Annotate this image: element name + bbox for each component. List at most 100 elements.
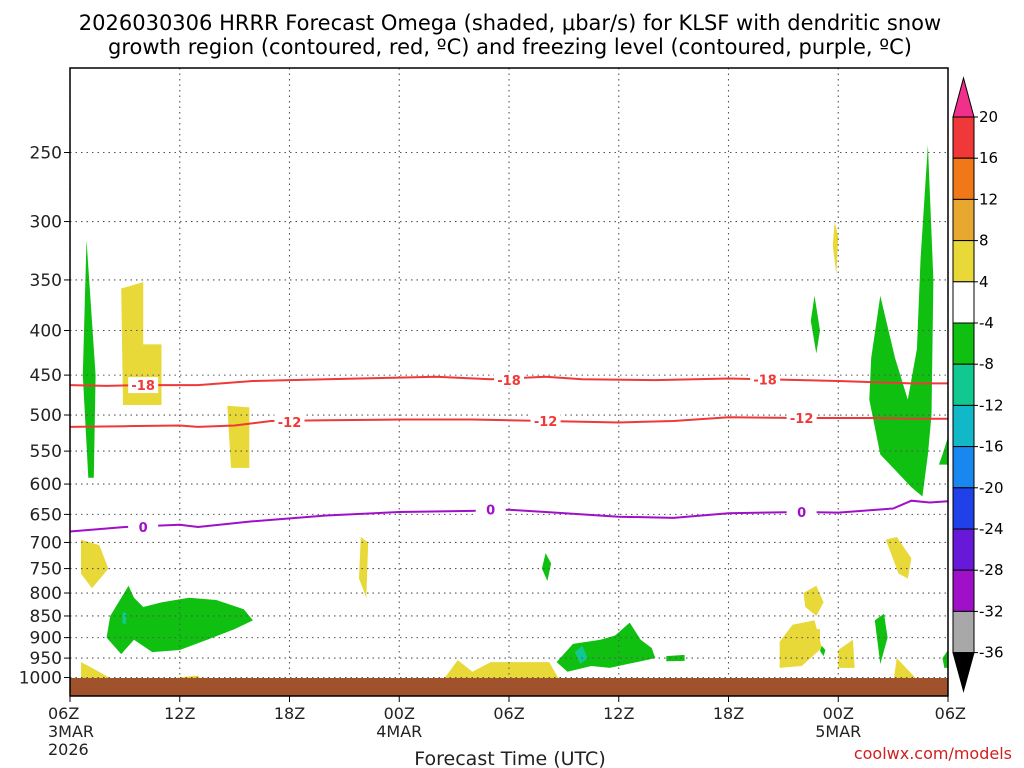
y-tick-label-650: 650: [30, 505, 62, 525]
omega-region-neg4-5: [541, 553, 552, 581]
omega-region-pos4-3: [81, 539, 109, 589]
temperature-contours: -18 -18 -18 -12 -12 -12 0 0 0: [69, 371, 949, 536]
colorbar-label-6: -8: [979, 355, 994, 373]
colorbar-segment-6: [952, 322, 975, 365]
x-tick-date-h18: 4MAR: [376, 722, 422, 741]
contour-label-bg--18C-0: [128, 377, 159, 394]
x-tick-label-h24: 06Z: [493, 704, 524, 723]
omega-shading: [81, 144, 948, 696]
x-tick-label-h18: 00Z: [384, 704, 415, 723]
colorbar-segment-3: [952, 198, 975, 242]
y-tick-label-450: 450: [30, 366, 62, 386]
omega-region-pos4-14: [832, 221, 839, 275]
contour-label--12C-1: -12: [534, 415, 558, 430]
y-tick-label-800: 800: [30, 584, 62, 604]
omega-region-neg4-25: [938, 437, 948, 465]
contour-label-0C-0: 0: [139, 521, 148, 536]
colorbar-label-12: -32: [979, 602, 1004, 620]
colorbar-top-arrow: [952, 76, 975, 118]
chart-title-line-2: growth region (contoured, red, ºC) and f…: [108, 35, 912, 59]
omega-region-pos4-1: [121, 282, 162, 405]
contour-label-bg-0C-1: [475, 501, 506, 518]
y-tick-label-250: 250: [30, 144, 62, 164]
site-credit: coolwx.com/models: [854, 744, 1012, 763]
y-tick-label-600: 600: [30, 475, 62, 495]
x-tick-label-h48: 06Z: [935, 704, 966, 723]
colorbar-label-1: 16: [979, 149, 998, 167]
colorbar-label-7: -12: [979, 396, 1004, 414]
omega-region-neg4-15: [810, 295, 820, 354]
colorbar-label-3: 8: [979, 232, 989, 250]
x-tick-label-h30: 12Z: [603, 704, 634, 723]
contour-label--18C-0: -18: [131, 379, 155, 394]
colorbar-segment-2: [952, 157, 975, 200]
omega-region-neg4-16: [869, 144, 934, 497]
x-tick-label-h36: 18Z: [713, 704, 744, 723]
colorbar-legend: 20 16 12 8 4 -4 -8 -12 -16 -20 -24 -28 -32 -36: [952, 76, 1004, 693]
omega-region-pos4-4: [359, 537, 369, 598]
y-tick-label-500: 500: [30, 406, 62, 426]
ground-surface: [70, 678, 948, 696]
contour-label-0C-1: 0: [486, 504, 495, 519]
colorbar-segment-11: [952, 528, 975, 571]
x-tick-label-h6: 12Z: [164, 704, 195, 723]
omega-region-pos4-20: [779, 620, 822, 668]
y-tick-label-850: 850: [30, 607, 62, 627]
contour-label--18C-1: -18: [497, 374, 521, 389]
colorbar-label-11: -28: [979, 561, 1004, 579]
colorbar-segment-7: [952, 363, 975, 406]
x-tick-year-h0: 2026: [48, 740, 89, 759]
omega-region-pos4-17: [885, 537, 912, 579]
y-tick-label-550: 550: [30, 442, 62, 462]
colorbar-segment-9: [952, 446, 975, 489]
omega-region-pos4-22: [838, 639, 855, 668]
colorbar-label-8: -16: [979, 438, 1004, 456]
colorbar-segment-8: [952, 404, 975, 448]
x-tick-label-h12: 18Z: [274, 704, 305, 723]
omega-region-neg8-12: [574, 645, 588, 664]
contour-label-bg--18C-2: [750, 371, 781, 388]
contour-label-0C-2: 0: [797, 506, 806, 521]
colorbar-label-5: -4: [979, 314, 994, 332]
colorbar-label-10: -24: [979, 520, 1004, 538]
colorbar-segment-1: [952, 116, 975, 159]
contour-line--12C: [69, 416, 948, 428]
omega-region-neg4-23: [874, 613, 888, 664]
colorbar-label-13: -36: [979, 644, 1004, 662]
plot-area: -18 -18 -18 -12 -12 -12 0 0 0: [69, 67, 949, 697]
chart-title-line-1: 2026030306 HRRR Forecast Omega (shaded, …: [79, 11, 941, 35]
y-axis-pressure: 2503003504004505005506006507007508008509…: [19, 144, 70, 689]
colorbar-segment-4: [952, 240, 975, 283]
y-tick-label-900: 900: [30, 629, 62, 649]
omega-region-neg8-7: [122, 611, 127, 625]
contour-label-bg--12C-0: [274, 413, 305, 430]
colorbar-bottom-arrow: [952, 652, 975, 693]
contour-label-bg-0C-2: [786, 504, 817, 521]
contour-label--18C-2: -18: [753, 373, 777, 388]
y-tick-label-350: 350: [30, 271, 62, 291]
contour-label-bg--12C-2: [786, 410, 817, 427]
x-tick-label-h0: 06Z: [48, 704, 79, 723]
contour-label-bg--18C-1: [494, 372, 524, 389]
x-tick-date-h42: 5MAR: [815, 722, 861, 741]
colorbar-segment-10: [952, 487, 975, 530]
contour-label-bg--12C-1: [530, 413, 561, 430]
colorbar-label-4: 4: [979, 273, 989, 291]
colorbar-label-0: 20: [979, 108, 998, 126]
omega-region-neg4-6: [106, 585, 253, 655]
x-axis-label: Forecast Time (UTC): [414, 748, 605, 768]
contour-label--12C-0: -12: [278, 416, 302, 431]
x-tick-date-h0: 3MAR: [48, 722, 94, 741]
y-tick-label-750: 750: [30, 560, 62, 580]
y-tick-label-1000: 1000: [19, 669, 62, 689]
omega-region-neg4-21: [820, 645, 826, 657]
colorbar-segment-5: [952, 281, 975, 324]
omega-region-neg4-26: [942, 650, 948, 668]
x-tick-label-h42: 00Z: [823, 704, 854, 723]
colorbar-segment-13: [952, 610, 975, 654]
contour-line-0C: [69, 499, 949, 533]
y-tick-label-300: 300: [30, 213, 62, 233]
colorbar-label-2: 12: [979, 190, 998, 208]
